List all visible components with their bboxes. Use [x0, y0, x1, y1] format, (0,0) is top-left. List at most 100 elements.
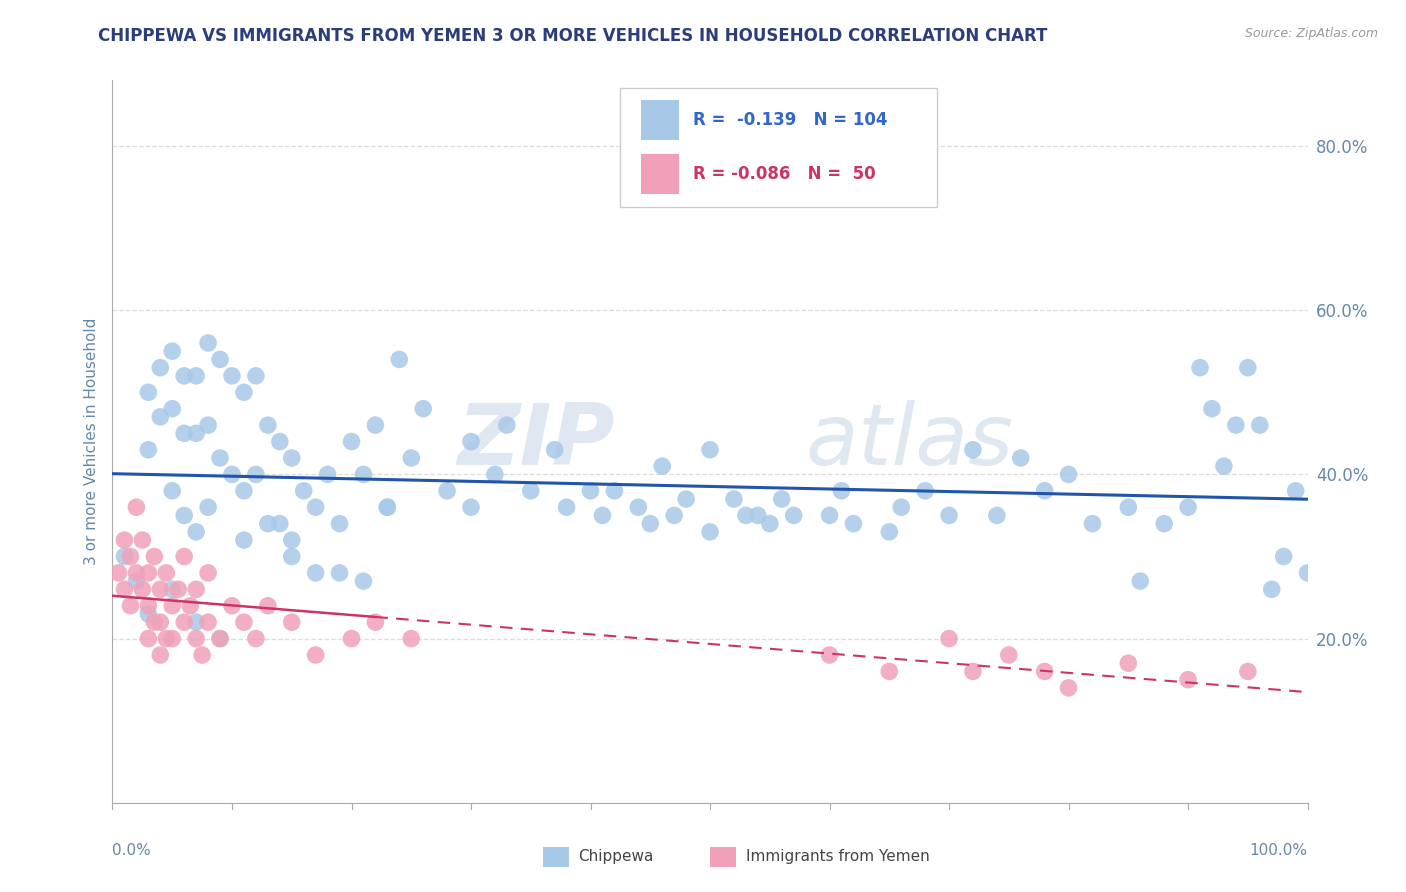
Point [131, 582, 153, 597]
Point [197, 566, 219, 580]
Point [305, 566, 328, 580]
Point [377, 500, 399, 515]
Point [664, 508, 686, 523]
Point [675, 491, 697, 506]
Point [197, 500, 219, 515]
Point [233, 533, 256, 547]
Point [245, 368, 267, 383]
Text: 0.0%: 0.0% [112, 843, 152, 857]
Point [1033, 483, 1056, 498]
Point [245, 632, 267, 646]
Bar [641, 100, 679, 140]
Point [579, 483, 602, 498]
Point [209, 450, 232, 465]
Text: atlas: atlas [806, 400, 1014, 483]
Point [114, 533, 135, 547]
Point [818, 508, 841, 523]
Point [352, 467, 374, 482]
Point [352, 574, 374, 588]
Point [186, 368, 208, 383]
Point [316, 467, 339, 482]
Point [735, 508, 758, 523]
Point [209, 352, 232, 367]
Point [245, 467, 267, 482]
Point [640, 516, 662, 531]
Point [329, 566, 352, 580]
Point [281, 533, 304, 547]
Point [818, 648, 841, 662]
Point [1010, 450, 1032, 465]
Point [221, 368, 243, 383]
Point [1118, 657, 1140, 671]
Text: ZIP: ZIP [457, 400, 614, 483]
Point [496, 418, 519, 433]
Point [1189, 360, 1212, 375]
Point [520, 483, 543, 498]
Text: Source: ZipAtlas.com: Source: ZipAtlas.com [1244, 27, 1378, 40]
Point [1033, 665, 1056, 679]
Point [269, 516, 291, 531]
Point [173, 549, 195, 564]
Point [555, 500, 578, 515]
Point [1237, 665, 1260, 679]
Point [1225, 418, 1247, 433]
Point [162, 582, 183, 597]
Point [986, 508, 1008, 523]
Point [162, 599, 183, 613]
Bar [710, 847, 737, 867]
Point [221, 599, 243, 613]
Point [938, 632, 960, 646]
Point [233, 483, 256, 498]
Bar [641, 154, 679, 194]
Point [257, 516, 280, 531]
Point [281, 549, 304, 564]
Point [173, 426, 195, 441]
FancyBboxPatch shape [620, 87, 938, 207]
Point [1201, 401, 1223, 416]
Point [149, 409, 172, 424]
Point [340, 632, 363, 646]
Point [401, 450, 423, 465]
Point [149, 615, 172, 630]
Point [233, 385, 256, 400]
Point [173, 368, 195, 383]
Point [1129, 574, 1152, 588]
Text: 100.0%: 100.0% [1250, 843, 1308, 857]
Point [281, 615, 304, 630]
Point [155, 632, 177, 646]
Text: Immigrants from Yemen: Immigrants from Yemen [747, 849, 929, 864]
Point [114, 549, 135, 564]
Point [1296, 566, 1319, 580]
Point [651, 459, 673, 474]
Point [1261, 582, 1284, 597]
Point [938, 508, 960, 523]
Point [173, 508, 195, 523]
Point [209, 632, 232, 646]
Point [186, 615, 208, 630]
Point [699, 524, 721, 539]
Point [149, 360, 172, 375]
Point [131, 533, 153, 547]
Point [436, 483, 458, 498]
Point [149, 648, 172, 662]
Point [782, 508, 804, 523]
Point [138, 566, 160, 580]
Point [107, 566, 129, 580]
Point [329, 516, 352, 531]
Point [484, 467, 506, 482]
Point [138, 607, 160, 621]
Point [138, 385, 160, 400]
Point [125, 500, 148, 515]
Point [281, 450, 304, 465]
Text: Chippewa: Chippewa [579, 849, 654, 864]
Point [257, 418, 280, 433]
Point [879, 665, 901, 679]
Point [747, 508, 769, 523]
Point [155, 566, 177, 580]
Point [138, 632, 160, 646]
Point [269, 434, 291, 449]
Point [998, 648, 1021, 662]
Text: R =  -0.139   N = 104: R = -0.139 N = 104 [693, 111, 887, 129]
Point [364, 615, 387, 630]
Point [770, 491, 793, 506]
